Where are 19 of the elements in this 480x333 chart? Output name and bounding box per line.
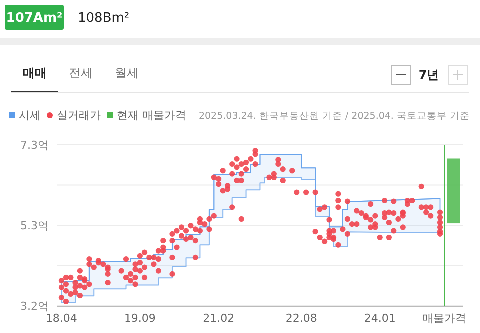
text: 월세 [115, 66, 139, 80]
x-tick-label: 18.04 [46, 312, 78, 325]
legend-label: 시세 [19, 109, 41, 122]
text: 7년 [418, 68, 440, 82]
y-tick-label: 5.3억 [20, 220, 49, 232]
text: 108Bm² [78, 11, 130, 26]
x-tick-label: 21.02 [203, 312, 235, 325]
y-tick-label: 3.2억 [20, 300, 49, 313]
x-tick-label: 매물가격 [422, 312, 467, 325]
x-tick-label: 24.01 [364, 312, 396, 325]
legend-label: 현재 매물가격 [117, 109, 186, 122]
text: 매매 [23, 66, 47, 80]
y-tick-label: 7.3억 [20, 139, 49, 152]
text: 2025.03.24. 한국부동산원 기준 / 2025.04. 국토교통부 기준 [198, 111, 470, 122]
x-tick-label: 19.09 [124, 312, 156, 325]
text: 전세 [69, 66, 93, 80]
text: 107Am² [6, 11, 63, 26]
x-tick-label: 22.08 [286, 312, 318, 325]
legend-label: 실거래가 [57, 109, 101, 122]
